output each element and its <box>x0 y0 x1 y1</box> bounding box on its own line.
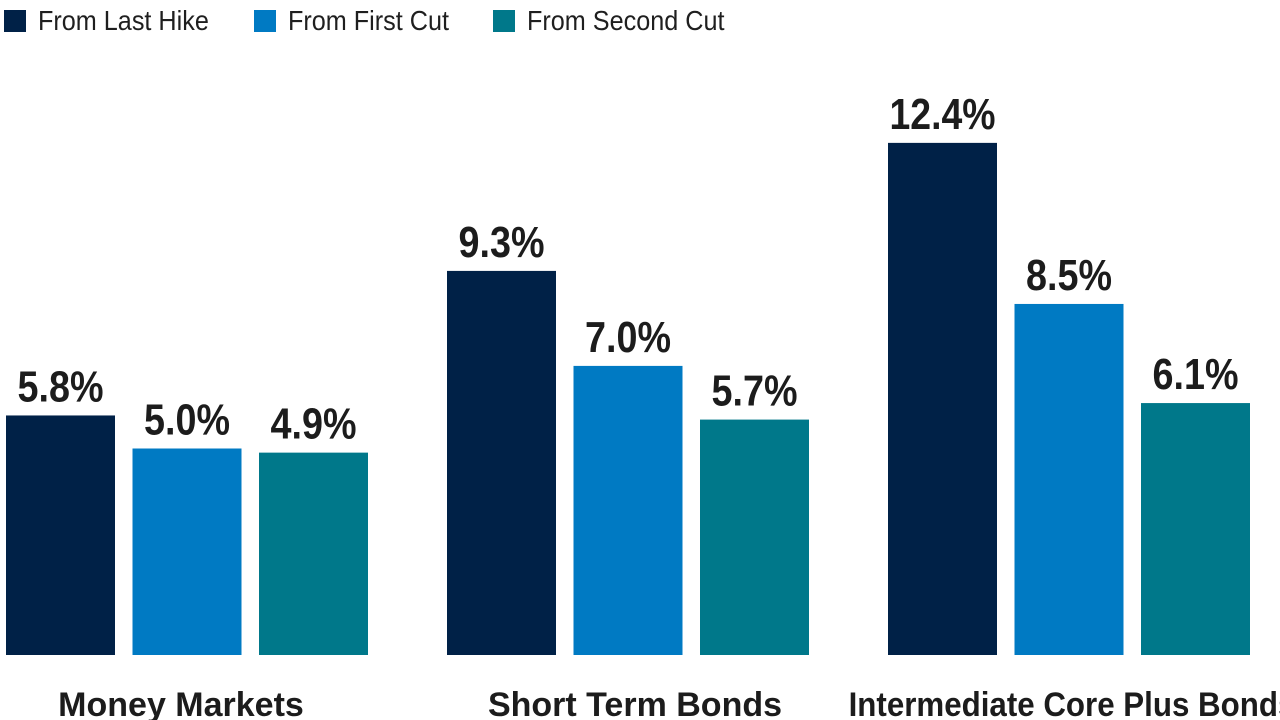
value-label-money-markets-from-last-hike: 5.8% <box>18 362 104 411</box>
legend-label-first-cut: From First Cut <box>287 5 449 36</box>
category-label-intermediate-core-plus-bonds: Intermediate Core Plus Bonds <box>849 686 1280 720</box>
category-label-short-term-bonds: Short Term Bonds <box>488 686 782 720</box>
bar-intermediate-core-plus-bonds-from-last-hike <box>888 142 997 655</box>
value-label-intermediate-core-plus-bonds-from-second-cut: 6.1% <box>1153 350 1239 399</box>
value-label-intermediate-core-plus-bonds-from-last-hike: 12.4% <box>890 90 996 139</box>
legend-label-second-cut: From Second Cut <box>526 5 725 36</box>
bar-money-markets-from-last-hike <box>6 415 115 655</box>
category-label-money-markets: Money Markets <box>58 686 304 720</box>
bar-short-term-bonds-from-second-cut <box>700 419 809 655</box>
value-label-money-markets-from-second-cut: 4.9% <box>271 400 357 449</box>
value-label-short-term-bonds-from-second-cut: 5.7% <box>712 367 798 416</box>
value-label-intermediate-core-plus-bonds-from-first-cut: 8.5% <box>1026 251 1112 300</box>
bar-short-term-bonds-from-last-hike <box>447 270 556 655</box>
bar-intermediate-core-plus-bonds-from-second-cut <box>1141 403 1250 655</box>
bar-intermediate-core-plus-bonds-from-first-cut <box>1014 303 1124 655</box>
legend-swatch-last-hike <box>4 10 26 32</box>
chart-legend: From Last Hike From First Cut From Secon… <box>4 2 772 40</box>
legend-item-second-cut: From Second Cut <box>492 5 746 37</box>
bar-money-markets-from-first-cut <box>132 448 242 655</box>
value-label-money-markets-from-first-cut: 5.0% <box>144 396 230 445</box>
legend-swatch-second-cut <box>492 10 515 32</box>
legend-item-first-cut: From First Cut <box>253 5 467 37</box>
value-label-short-term-bonds-from-first-cut: 7.0% <box>585 313 671 362</box>
bar-money-markets-from-second-cut <box>259 452 368 655</box>
legend-swatch-first-cut <box>253 10 276 32</box>
value-label-short-term-bonds-from-last-hike: 9.3% <box>459 218 545 267</box>
legend-item-last-hike: From Last Hike <box>4 5 228 37</box>
legend-label-last-hike: From Last Hike <box>38 5 209 36</box>
bar-short-term-bonds-from-first-cut <box>573 365 683 655</box>
